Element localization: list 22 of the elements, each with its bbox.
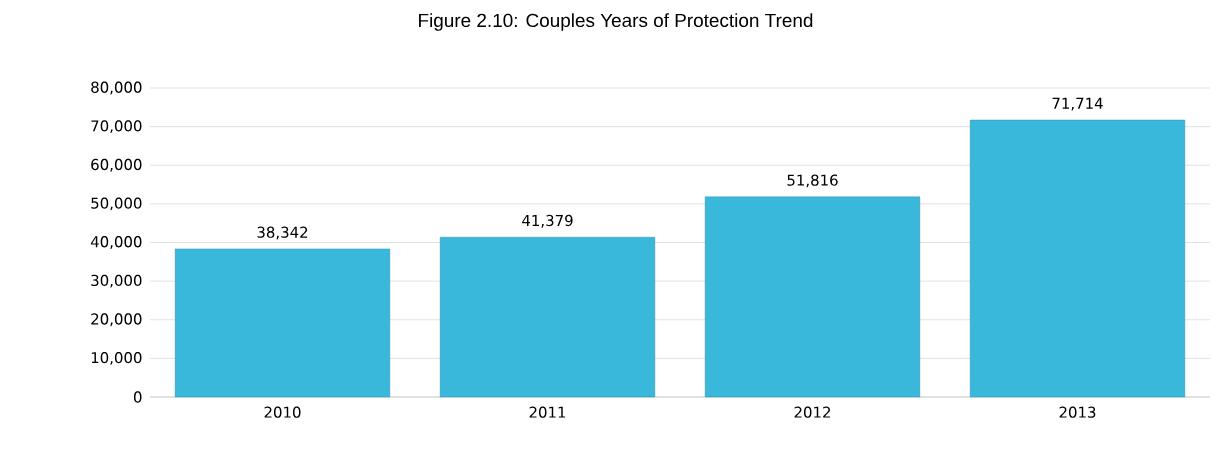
y-tick-label: 30,000 <box>91 274 142 288</box>
y-tick-label: 60,000 <box>91 158 142 172</box>
y-tick-label: 50,000 <box>91 197 142 211</box>
x-tick-label: 2013 <box>1059 406 1096 418</box>
y-tick-label: 0 <box>133 391 142 403</box>
y-tick-label: 80,000 <box>91 81 142 95</box>
x-tick-label: 2011 <box>529 406 566 418</box>
data-label: 38,342 <box>257 226 308 240</box>
y-tick-label: 70,000 <box>91 120 142 134</box>
y-tick-label: 20,000 <box>91 313 142 327</box>
data-label: 51,816 <box>787 174 838 188</box>
bar <box>969 119 1186 398</box>
chart-title: Figure 2.10: Couples Years of Protection Trend <box>419 13 813 31</box>
x-tick-label: 2012 <box>794 406 831 418</box>
bar <box>174 248 391 398</box>
data-label: 71,714 <box>1052 97 1103 111</box>
bar <box>704 196 921 398</box>
y-tick-label: 40,000 <box>90 236 142 249</box>
data-label: 41,379 <box>522 214 573 228</box>
y-tick-label: 10,000 <box>91 351 142 365</box>
bar <box>439 236 656 398</box>
x-tick-label: 2010 <box>264 406 301 418</box>
